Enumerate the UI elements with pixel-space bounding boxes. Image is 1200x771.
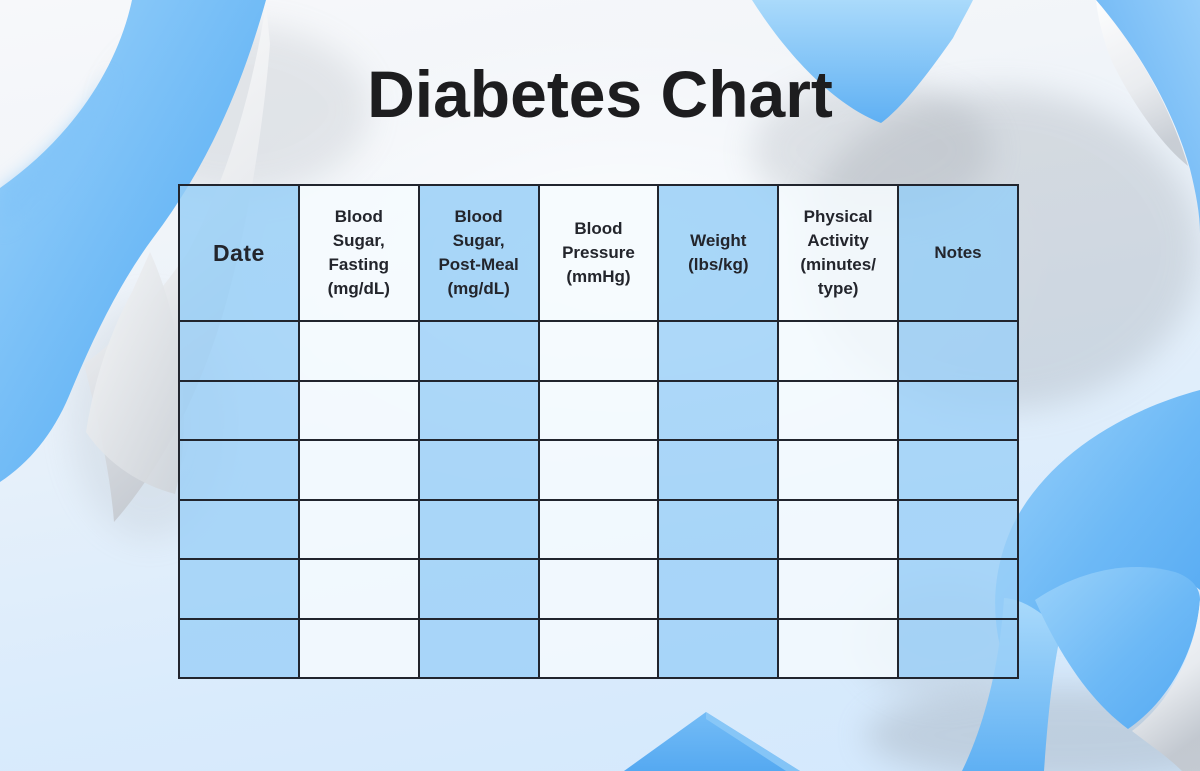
table-cell bbox=[297, 558, 420, 620]
table-cell bbox=[297, 439, 420, 501]
page-title: Diabetes Chart bbox=[367, 57, 833, 131]
table-cell bbox=[537, 558, 660, 620]
table-cell bbox=[657, 498, 780, 560]
column-header-label: Blood Sugar, Fasting (mg/dL) bbox=[327, 206, 390, 299]
table-cell bbox=[178, 558, 300, 620]
table-body bbox=[178, 320, 1019, 679]
table-row bbox=[178, 320, 1019, 382]
table-cell bbox=[178, 617, 300, 679]
ribbon-top-left bbox=[0, 0, 270, 522]
table-cell bbox=[297, 617, 420, 679]
table-cell bbox=[537, 617, 660, 679]
table-cell bbox=[897, 617, 1019, 679]
table-row bbox=[178, 379, 1019, 441]
column-header-label: Physical Activity (minutes/ type) bbox=[800, 206, 876, 299]
column-header-date: Date bbox=[178, 184, 300, 322]
table-cell bbox=[537, 320, 660, 382]
table-cell bbox=[657, 320, 780, 382]
column-header-notes: Notes bbox=[897, 184, 1019, 322]
table-cell bbox=[417, 498, 540, 560]
table-cell bbox=[297, 320, 420, 382]
table-cell bbox=[417, 617, 540, 679]
table-cell bbox=[657, 379, 780, 441]
table-cell bbox=[537, 379, 660, 441]
table-row bbox=[178, 498, 1019, 560]
table-cell bbox=[897, 498, 1019, 560]
table-cell bbox=[178, 439, 300, 501]
column-header-label: Blood Sugar, Post-Meal (mg/dL) bbox=[438, 206, 519, 299]
column-header-blood-sugar-fasting: Blood Sugar, Fasting (mg/dL) bbox=[297, 184, 420, 322]
ribbon-right-curl bbox=[962, 390, 1200, 771]
table-cell bbox=[537, 498, 660, 560]
table-cell bbox=[777, 379, 900, 441]
table-cell bbox=[297, 498, 420, 560]
table-cell bbox=[297, 379, 420, 441]
table-header-row: Date Blood Sugar, Fasting (mg/dL) Blood … bbox=[178, 184, 1019, 322]
column-header-blood-pressure: Blood Pressure (mmHg) bbox=[537, 184, 660, 322]
table-cell bbox=[417, 558, 540, 620]
table-cell bbox=[657, 617, 780, 679]
diabetes-table: Date Blood Sugar, Fasting (mg/dL) Blood … bbox=[178, 184, 1019, 679]
table-cell bbox=[897, 439, 1019, 501]
table-row bbox=[178, 617, 1019, 679]
table-cell bbox=[777, 498, 900, 560]
column-header-label: Date bbox=[212, 239, 265, 266]
ribbon-bottom-triangle bbox=[624, 712, 800, 771]
table-cell bbox=[657, 558, 780, 620]
table-cell bbox=[777, 558, 900, 620]
table-cell bbox=[777, 439, 900, 501]
table-cell bbox=[417, 379, 540, 441]
table-row bbox=[178, 558, 1019, 620]
table-cell bbox=[417, 439, 540, 501]
table-cell bbox=[537, 439, 660, 501]
ribbon-top-right bbox=[752, 0, 1200, 233]
table-cell bbox=[777, 320, 900, 382]
table-cell bbox=[897, 320, 1019, 382]
table-cell bbox=[657, 439, 780, 501]
column-header-physical-activity: Physical Activity (minutes/ type) bbox=[777, 184, 900, 322]
column-header-label: Weight (lbs/kg) bbox=[688, 230, 749, 274]
table-row bbox=[178, 439, 1019, 501]
table-cell bbox=[897, 558, 1019, 620]
column-header-blood-sugar-post-meal: Blood Sugar, Post-Meal (mg/dL) bbox=[417, 184, 540, 322]
column-header-weight: Weight (lbs/kg) bbox=[657, 184, 780, 322]
table-cell bbox=[178, 498, 300, 560]
column-header-label: Blood Pressure (mmHg) bbox=[562, 218, 635, 287]
column-header-label: Notes bbox=[934, 242, 982, 262]
table-cell bbox=[417, 320, 540, 382]
table-cell bbox=[897, 379, 1019, 441]
table-cell bbox=[178, 379, 300, 441]
table-cell bbox=[777, 617, 900, 679]
table-cell bbox=[178, 320, 300, 382]
